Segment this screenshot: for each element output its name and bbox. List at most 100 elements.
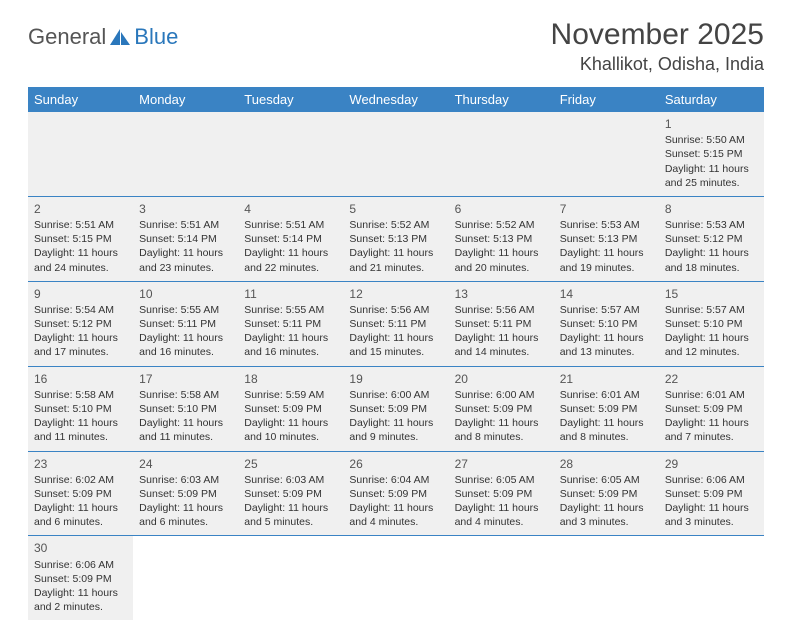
- calendar-cell: 17Sunrise: 5:58 AMSunset: 5:10 PMDayligh…: [133, 367, 238, 451]
- day-number: 4: [244, 201, 337, 217]
- sunset-text: Sunset: 5:09 PM: [244, 402, 337, 416]
- day-header: Friday: [554, 87, 659, 112]
- calendar-cell-empty: [554, 112, 659, 196]
- calendar-cell-empty: [133, 536, 238, 620]
- sunset-text: Sunset: 5:15 PM: [665, 147, 758, 161]
- sunset-text: Sunset: 5:09 PM: [34, 572, 127, 586]
- sunrise-text: Sunrise: 5:58 AM: [139, 388, 232, 402]
- day-number: 21: [560, 371, 653, 387]
- sunset-text: Sunset: 5:09 PM: [244, 487, 337, 501]
- calendar-cell: 22Sunrise: 6:01 AMSunset: 5:09 PMDayligh…: [659, 367, 764, 451]
- daylight-text: Daylight: 11 hours and 6 minutes.: [139, 501, 232, 529]
- day-number: 16: [34, 371, 127, 387]
- day-number: 1: [665, 116, 758, 132]
- day-number: 19: [349, 371, 442, 387]
- logo-text-general: General: [28, 24, 106, 50]
- day-header: Tuesday: [238, 87, 343, 112]
- calendar-cell: 26Sunrise: 6:04 AMSunset: 5:09 PMDayligh…: [343, 452, 448, 536]
- sunrise-text: Sunrise: 6:06 AM: [665, 473, 758, 487]
- day-number: 30: [34, 540, 127, 556]
- day-number: 13: [455, 286, 548, 302]
- calendar-cell: 28Sunrise: 6:05 AMSunset: 5:09 PMDayligh…: [554, 452, 659, 536]
- daylight-text: Daylight: 11 hours and 20 minutes.: [455, 246, 548, 274]
- calendar-cell: 12Sunrise: 5:56 AMSunset: 5:11 PMDayligh…: [343, 282, 448, 366]
- day-number: 11: [244, 286, 337, 302]
- calendar-week: 16Sunrise: 5:58 AMSunset: 5:10 PMDayligh…: [28, 367, 764, 452]
- sail-icon: [108, 27, 132, 47]
- day-number: 7: [560, 201, 653, 217]
- daylight-text: Daylight: 11 hours and 8 minutes.: [560, 416, 653, 444]
- month-title: November 2025: [551, 18, 764, 52]
- sunset-text: Sunset: 5:13 PM: [349, 232, 442, 246]
- calendar-cell: 25Sunrise: 6:03 AMSunset: 5:09 PMDayligh…: [238, 452, 343, 536]
- day-header: Sunday: [28, 87, 133, 112]
- daylight-text: Daylight: 11 hours and 3 minutes.: [665, 501, 758, 529]
- day-number: 10: [139, 286, 232, 302]
- daylight-text: Daylight: 11 hours and 17 minutes.: [34, 331, 127, 359]
- calendar-cell: 1Sunrise: 5:50 AMSunset: 5:15 PMDaylight…: [659, 112, 764, 196]
- day-number: 22: [665, 371, 758, 387]
- header: General Blue November 2025 Khallikot, Od…: [28, 18, 764, 75]
- calendar-cell: 4Sunrise: 5:51 AMSunset: 5:14 PMDaylight…: [238, 197, 343, 281]
- sunrise-text: Sunrise: 5:56 AM: [455, 303, 548, 317]
- daylight-text: Daylight: 11 hours and 16 minutes.: [139, 331, 232, 359]
- daylight-text: Daylight: 11 hours and 14 minutes.: [455, 331, 548, 359]
- location: Khallikot, Odisha, India: [551, 54, 764, 75]
- day-number: 12: [349, 286, 442, 302]
- daylight-text: Daylight: 11 hours and 11 minutes.: [139, 416, 232, 444]
- calendar-cell: 3Sunrise: 5:51 AMSunset: 5:14 PMDaylight…: [133, 197, 238, 281]
- calendar-week: 2Sunrise: 5:51 AMSunset: 5:15 PMDaylight…: [28, 197, 764, 282]
- sunset-text: Sunset: 5:09 PM: [665, 487, 758, 501]
- sunrise-text: Sunrise: 5:53 AM: [665, 218, 758, 232]
- sunrise-text: Sunrise: 5:59 AM: [244, 388, 337, 402]
- sunset-text: Sunset: 5:09 PM: [560, 402, 653, 416]
- logo: General Blue: [28, 24, 178, 50]
- day-number: 17: [139, 371, 232, 387]
- sunrise-text: Sunrise: 5:50 AM: [665, 133, 758, 147]
- sunset-text: Sunset: 5:12 PM: [665, 232, 758, 246]
- logo-text-blue: Blue: [134, 24, 178, 50]
- calendar-cell-empty: [343, 112, 448, 196]
- daylight-text: Daylight: 11 hours and 24 minutes.: [34, 246, 127, 274]
- sunset-text: Sunset: 5:11 PM: [349, 317, 442, 331]
- sunrise-text: Sunrise: 5:51 AM: [244, 218, 337, 232]
- calendar-cell: 21Sunrise: 6:01 AMSunset: 5:09 PMDayligh…: [554, 367, 659, 451]
- sunrise-text: Sunrise: 5:55 AM: [244, 303, 337, 317]
- sunrise-text: Sunrise: 6:05 AM: [560, 473, 653, 487]
- daylight-text: Daylight: 11 hours and 2 minutes.: [34, 586, 127, 614]
- day-number: 3: [139, 201, 232, 217]
- sunset-text: Sunset: 5:13 PM: [455, 232, 548, 246]
- calendar-cell-empty: [238, 536, 343, 620]
- sunrise-text: Sunrise: 6:06 AM: [34, 558, 127, 572]
- sunrise-text: Sunrise: 6:05 AM: [455, 473, 548, 487]
- day-number: 29: [665, 456, 758, 472]
- sunset-text: Sunset: 5:09 PM: [349, 402, 442, 416]
- calendar-cell: 24Sunrise: 6:03 AMSunset: 5:09 PMDayligh…: [133, 452, 238, 536]
- calendar-cell: 18Sunrise: 5:59 AMSunset: 5:09 PMDayligh…: [238, 367, 343, 451]
- day-number: 27: [455, 456, 548, 472]
- sunset-text: Sunset: 5:14 PM: [244, 232, 337, 246]
- daylight-text: Daylight: 11 hours and 9 minutes.: [349, 416, 442, 444]
- daylight-text: Daylight: 11 hours and 10 minutes.: [244, 416, 337, 444]
- day-number: 28: [560, 456, 653, 472]
- calendar-cell: 9Sunrise: 5:54 AMSunset: 5:12 PMDaylight…: [28, 282, 133, 366]
- calendar-cell: 2Sunrise: 5:51 AMSunset: 5:15 PMDaylight…: [28, 197, 133, 281]
- sunset-text: Sunset: 5:09 PM: [455, 402, 548, 416]
- sunset-text: Sunset: 5:09 PM: [349, 487, 442, 501]
- daylight-text: Daylight: 11 hours and 4 minutes.: [455, 501, 548, 529]
- calendar-cell: 30 Sunrise: 6:06 AMSunset: 5:09 PMDayligh…: [28, 536, 133, 620]
- calendar-body: 1Sunrise: 5:50 AMSunset: 5:15 PMDaylight…: [28, 112, 764, 620]
- calendar-cell: 20Sunrise: 6:00 AMSunset: 5:09 PMDayligh…: [449, 367, 554, 451]
- sunset-text: Sunset: 5:09 PM: [665, 402, 758, 416]
- calendar-cell: 29Sunrise: 6:06 AMSunset: 5:09 PMDayligh…: [659, 452, 764, 536]
- sunset-text: Sunset: 5:09 PM: [34, 487, 127, 501]
- calendar-cell: 16Sunrise: 5:58 AMSunset: 5:10 PMDayligh…: [28, 367, 133, 451]
- calendar-week: 9Sunrise: 5:54 AMSunset: 5:12 PMDaylight…: [28, 282, 764, 367]
- sunrise-text: Sunrise: 5:54 AM: [34, 303, 127, 317]
- sunrise-text: Sunrise: 6:00 AM: [349, 388, 442, 402]
- sunset-text: Sunset: 5:11 PM: [139, 317, 232, 331]
- sunset-text: Sunset: 5:10 PM: [665, 317, 758, 331]
- daylight-text: Daylight: 11 hours and 25 minutes.: [665, 162, 758, 190]
- calendar-cell-empty: [449, 112, 554, 196]
- calendar-cell: 19Sunrise: 6:00 AMSunset: 5:09 PMDayligh…: [343, 367, 448, 451]
